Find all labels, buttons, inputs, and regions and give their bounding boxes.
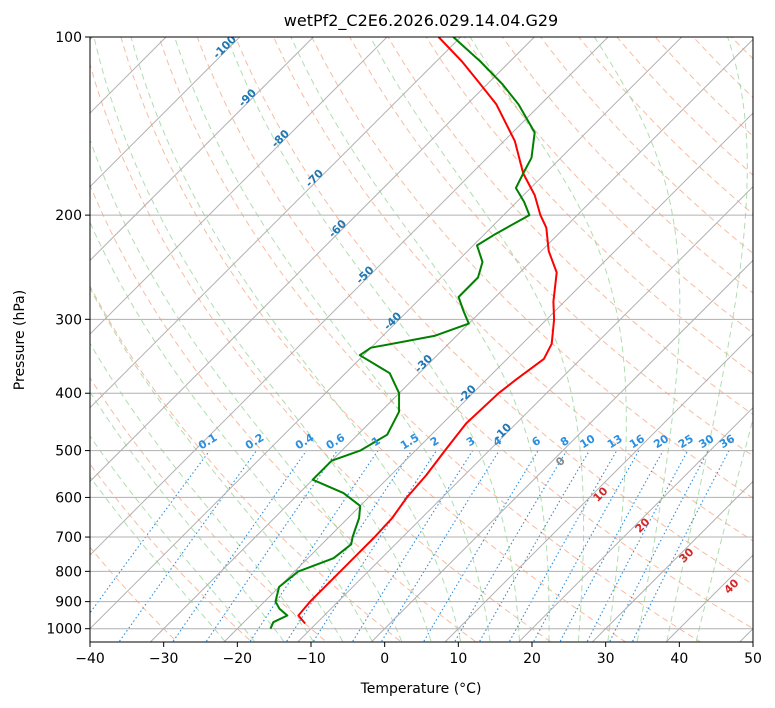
moist-adiabat-line — [90, 221, 373, 642]
y-tick-label: 300 — [55, 312, 82, 328]
chart-title: wetPf2_C2E6.2026.029.14.04.G29 — [284, 11, 558, 31]
isotherm-line — [517, 406, 753, 642]
x-tick-label: 20 — [523, 651, 541, 667]
isotherm-line — [296, 185, 753, 642]
moist-adiabat-line — [290, 37, 550, 642]
y-tick-label: 200 — [55, 208, 82, 224]
moist-adiabat-line — [695, 417, 753, 642]
moist-adiabat-line — [369, 37, 585, 642]
isotherm-line — [90, 37, 241, 188]
mixing-ratio-line — [172, 450, 307, 642]
plot-area: 0.1 0.2 0.4 0.6 1 1.5 2 3 4 6 8 10 13 16 20 25 30 36-100-… — [90, 37, 753, 642]
isotherm-line — [444, 333, 753, 642]
x-tick-label: 40 — [670, 651, 688, 667]
mixing-ratio-line — [533, 450, 640, 642]
x-axis: −40 −30 −20 −10 0 10 20 30 40 50 — [75, 642, 762, 667]
dewpoint-trace — [269, 37, 536, 630]
isotherm-line — [90, 37, 609, 556]
y-tick-label: 1000 — [46, 622, 82, 638]
temperature-trace — [297, 37, 558, 625]
x-tick-label: −30 — [149, 651, 179, 667]
isotherm-line — [90, 37, 462, 409]
x-tick-label: −40 — [75, 651, 105, 667]
isotherm-line — [90, 37, 315, 262]
isotherm-line — [370, 259, 753, 642]
plot-frame — [89, 36, 754, 643]
x-tick-label: −10 — [296, 651, 326, 667]
y-tick-label: 500 — [55, 444, 82, 460]
y-axis: 100 200 300 400 500 600 700 800 900 1000 — [46, 30, 90, 638]
mixing-ratio-line — [381, 450, 500, 642]
mixing-ratio-line — [509, 450, 618, 642]
moist-adiabat-line — [90, 435, 255, 642]
y-tick-label: 800 — [55, 564, 82, 580]
x-tick-label: 30 — [597, 651, 615, 667]
mixing-ratio-line — [313, 450, 437, 642]
isotherm-line — [90, 37, 388, 335]
mixing-ratio-line — [205, 450, 338, 642]
y-tick-label: 900 — [55, 595, 82, 611]
y-tick-label: 400 — [55, 386, 82, 402]
x-tick-label: 10 — [449, 651, 467, 667]
isobar-gridlines — [90, 37, 753, 630]
mixing-ratio-line — [632, 450, 730, 642]
moist-adiabat-line — [174, 37, 491, 642]
isotherm-line — [149, 38, 753, 642]
moist-adiabat-line — [93, 37, 432, 642]
isotherm-line — [90, 37, 683, 630]
isotherm-gridlines — [90, 37, 753, 642]
mixing-ratio-line — [249, 450, 379, 642]
moist-adiabat-line — [90, 286, 344, 642]
dry-adiabat-line — [425, 37, 753, 375]
x-tick-label: 50 — [744, 651, 762, 667]
moist-adiabat-line — [593, 37, 681, 642]
y-axis-label: Pressure (hPa) — [12, 290, 28, 390]
moist-adiabats — [90, 37, 753, 642]
moist-adiabat-line — [666, 37, 748, 642]
moist-adiabat-line — [90, 475, 226, 642]
isotherm-line — [591, 480, 753, 642]
isotherm-line — [90, 37, 536, 483]
y-tick-label: 600 — [55, 490, 82, 506]
mixing-ratio-line — [286, 450, 413, 642]
x-tick-label: −20 — [223, 651, 253, 667]
moist-adiabat-line — [90, 342, 314, 642]
dry-adiabat-line — [349, 37, 753, 457]
sounding-traces — [269, 37, 558, 630]
dry-adiabat-line — [387, 37, 753, 416]
x-tick-label: 0 — [380, 651, 389, 667]
y-tick-label: 100 — [55, 30, 82, 46]
moist-adiabat-line — [90, 391, 285, 642]
mixing-ratio-line — [559, 450, 664, 642]
mixing-ratio-line — [90, 450, 211, 614]
x-axis-label: Temperature (°C) — [360, 681, 482, 697]
moist-adiabat-line — [130, 37, 461, 642]
moist-adiabat-line — [469, 37, 627, 642]
y-tick-label: 700 — [55, 530, 82, 546]
isotherm-line — [223, 112, 753, 642]
moist-adiabat-line — [226, 37, 520, 642]
